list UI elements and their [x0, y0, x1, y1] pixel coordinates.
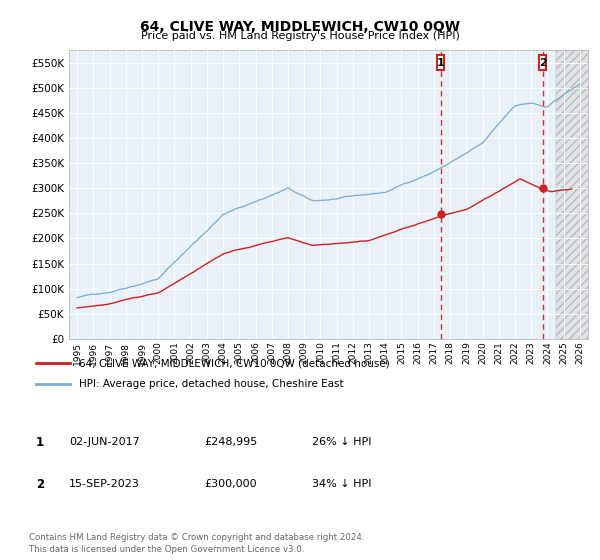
- Text: 34% ↓ HPI: 34% ↓ HPI: [312, 479, 371, 489]
- Text: 15-SEP-2023: 15-SEP-2023: [69, 479, 140, 489]
- Text: 1: 1: [36, 436, 44, 449]
- Text: 64, CLIVE WAY, MIDDLEWICH, CW10 0QW (detached house): 64, CLIVE WAY, MIDDLEWICH, CW10 0QW (det…: [79, 358, 389, 368]
- Text: HPI: Average price, detached house, Cheshire East: HPI: Average price, detached house, Ches…: [79, 379, 343, 389]
- Text: 64, CLIVE WAY, MIDDLEWICH, CW10 0QW: 64, CLIVE WAY, MIDDLEWICH, CW10 0QW: [140, 20, 460, 34]
- Text: Contains HM Land Registry data © Crown copyright and database right 2024.
This d: Contains HM Land Registry data © Crown c…: [29, 533, 364, 554]
- Text: Price paid vs. HM Land Registry's House Price Index (HPI): Price paid vs. HM Land Registry's House …: [140, 31, 460, 41]
- Text: £248,995: £248,995: [204, 437, 257, 447]
- Text: 1: 1: [437, 58, 445, 68]
- Text: 26% ↓ HPI: 26% ↓ HPI: [312, 437, 371, 447]
- FancyBboxPatch shape: [437, 55, 445, 71]
- Text: 02-JUN-2017: 02-JUN-2017: [69, 437, 140, 447]
- Text: 2: 2: [539, 58, 547, 68]
- Text: 2: 2: [36, 478, 44, 491]
- Text: £300,000: £300,000: [204, 479, 257, 489]
- FancyBboxPatch shape: [539, 55, 547, 71]
